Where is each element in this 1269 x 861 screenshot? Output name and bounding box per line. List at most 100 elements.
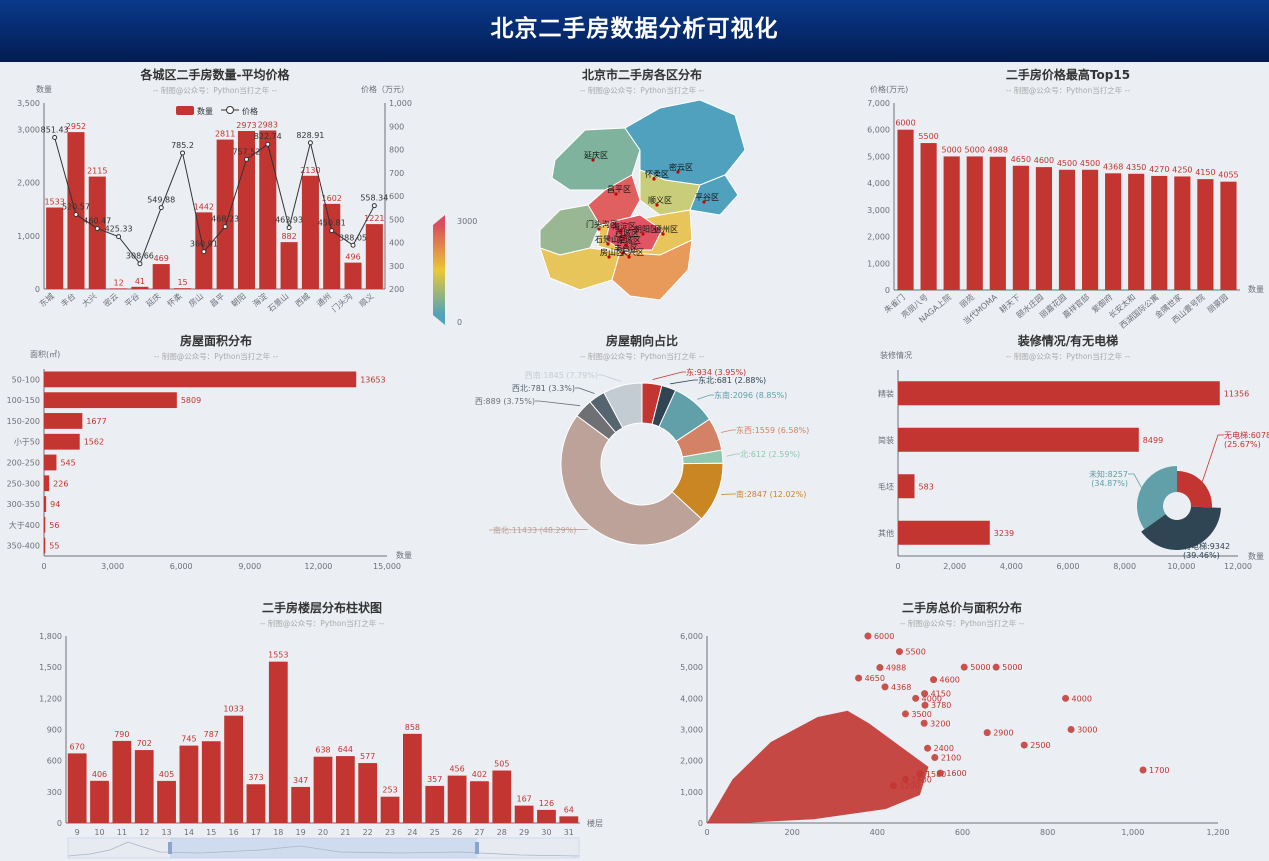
district-y2-tick: 400 [389, 239, 404, 248]
area-x-tick: 9,000 [238, 562, 261, 571]
floors-x-tick: 27 [474, 828, 484, 837]
scatter-dense-cloud [707, 710, 929, 823]
area-bar [44, 475, 50, 492]
scatter-point [1139, 766, 1147, 774]
top15-bar [1012, 165, 1029, 290]
district-y-tick: 0 [35, 285, 40, 294]
district-y-tick: 3,500 [17, 99, 40, 108]
floors-bar [224, 715, 243, 823]
orientation-slice [560, 415, 703, 546]
district-price-line [54, 137, 375, 265]
area-bar-label: 94 [50, 500, 60, 509]
area-bar-label: 1677 [86, 417, 106, 426]
scatter-point [864, 632, 872, 640]
scatter-point-label: 3780 [931, 701, 951, 710]
district-chart-title: 各城区二手房数量-平均价格 [140, 67, 291, 82]
top15-bar-label: 4055 [1218, 171, 1238, 180]
district-y2-tick: 300 [389, 262, 404, 271]
floors-bar-label: 253 [382, 786, 397, 795]
floors-bar [313, 756, 333, 823]
floors-bar [447, 775, 467, 823]
elevator-slice [1137, 466, 1177, 530]
scatter-point [1067, 726, 1075, 733]
legend-marker-price [226, 106, 234, 114]
district-bar-label: 12 [114, 278, 124, 287]
district-price-point [180, 150, 186, 156]
top15-y-tick: 0 [885, 286, 890, 295]
district-bar [259, 130, 277, 289]
scatter-point [921, 690, 929, 698]
district-price-label: 450.81 [318, 219, 346, 228]
floors-x-tick: 21 [340, 828, 350, 837]
decoration-bar [898, 427, 1139, 452]
area-x-label: 数量 [396, 550, 412, 560]
legend-label-price: 价格 [242, 106, 258, 116]
floors-x-tick: 31 [564, 828, 574, 837]
top15-bar [920, 143, 937, 290]
district-y2-label: 价格（万元） [361, 84, 409, 94]
district-price-point [329, 228, 335, 234]
floors-bar [268, 661, 288, 823]
area-x-tick: 12,000 [304, 562, 332, 571]
top15-bar-label: 4600 [1034, 156, 1054, 165]
floors-bar [492, 770, 512, 823]
district-price-point [265, 141, 271, 147]
district-price-label: 851.43 [41, 126, 69, 135]
orientation-slice-label: 西北:781 (3.3%) [512, 384, 575, 393]
area-bar [44, 413, 83, 429]
district-price-label: 468.23 [211, 215, 239, 224]
floors-bar-label: 1553 [268, 651, 288, 660]
district-bar [344, 262, 362, 289]
chart-credit: -- 制图@公众号：Python当打之年 -- [900, 618, 1024, 628]
district-price-label: 558.34 [360, 194, 388, 203]
floors-bar-label: 745 [181, 735, 196, 744]
floors-bar-label: 787 [204, 730, 219, 739]
decoration-bar [898, 520, 990, 545]
map-district [539, 204, 601, 256]
map-label: 海淀区 [612, 221, 636, 231]
scatter-point-label: 4600 [940, 676, 960, 685]
map-point [606, 242, 610, 246]
scatter-x-tick: 0 [704, 828, 709, 837]
district-x-tick: 延庆 [144, 291, 163, 309]
district-x-tick: 丰台 [59, 291, 78, 309]
top15-y-tick: 3,000 [867, 206, 890, 215]
scatter-x-tick: 800 [1040, 828, 1055, 837]
chart-credit: -- 制图@公众号：Python当打之年 -- [580, 351, 704, 361]
area-bar [44, 537, 46, 554]
decoration-chart-title: 装修情况/有无电梯 [1017, 333, 1118, 348]
district-bar [46, 207, 64, 289]
top15-y-tick: 7,000 [867, 99, 890, 108]
orientation-slice-label: 东北:681 (2.88%) [698, 375, 766, 385]
floors-x-label: 楼层 [587, 818, 603, 828]
top15-bar-label: 4650 [1011, 155, 1031, 164]
floors-x-tick: 13 [161, 828, 171, 837]
area-bar [44, 371, 357, 388]
top15-bar-label: 5500 [918, 132, 938, 141]
top15-bar [897, 129, 914, 290]
scatter-x-tick: 1,200 [1207, 828, 1230, 837]
scatter-point-label: 2400 [934, 744, 954, 753]
top15-bar-label: 5000 [965, 145, 985, 154]
district-y-tick: 2,000 [17, 179, 40, 188]
area-x-tick: 15,000 [373, 562, 401, 571]
district-price-point [286, 225, 292, 231]
top15-bar-label: 4500 [1080, 159, 1100, 168]
orientation-slice-label: 南北:11433 (48.29%) [493, 525, 576, 535]
scatter-point-label: 4988 [886, 664, 906, 673]
district-bar [88, 176, 106, 289]
top15-x-label: 数量 [1248, 284, 1264, 294]
map-label: 昌平区 [607, 185, 631, 194]
decoration-x-tick: 10,000 [1167, 562, 1195, 571]
area-bar [44, 496, 47, 512]
decoration-y-tick: 其他 [878, 528, 894, 538]
district-x-tick: 门头沟 [330, 291, 355, 314]
orientation-leader [488, 529, 588, 531]
scatter-chart-title: 二手房总价与面积分布 [902, 600, 1022, 615]
district-bar [237, 131, 255, 289]
district-bar-label: 2130 [300, 166, 320, 175]
decoration-x-tick: 12,000 [1224, 562, 1252, 571]
top15-bar [943, 156, 960, 290]
floors-bar-label: 357 [427, 775, 442, 784]
scatter-point-label: 1700 [1149, 766, 1169, 775]
